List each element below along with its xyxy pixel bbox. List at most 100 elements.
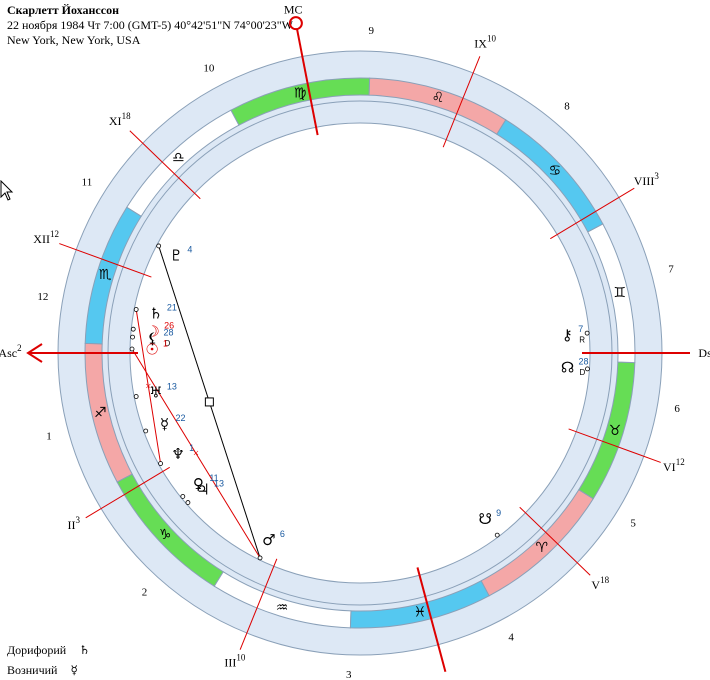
legend-row: Возничий ☿ (7, 660, 90, 680)
venus-icon: ♀ (193, 475, 204, 493)
jupiter-degree: 13 (214, 478, 224, 488)
venus-degree: 11 (209, 473, 218, 483)
inner-circle (129, 122, 591, 584)
aquarius-icon: ♒ (276, 600, 289, 616)
planet-marker (584, 330, 590, 336)
mercury-degree: 22 (176, 413, 186, 423)
planet-marker (257, 555, 263, 561)
house-cusp-II (85, 466, 170, 519)
legend-label: Возничий (7, 663, 58, 677)
sagittarius-icon: ♐ (94, 405, 107, 421)
house-cusp-XI (129, 130, 201, 200)
planet-marker (133, 307, 139, 312)
cusp-label-VIII: VIII3 (634, 171, 660, 188)
sun-degree: 1 (163, 338, 168, 348)
cusp-label-XII: XII12 (33, 229, 59, 246)
gemini-icon: ♊ (613, 285, 626, 301)
axis-label-Dsc: Dsc2 (698, 343, 710, 360)
neptune-degree: 1 (189, 443, 194, 453)
neptune-icon: ♆ (171, 445, 184, 463)
house-cusp-VI (568, 428, 661, 463)
square-aspect-icon (204, 397, 214, 407)
chiron-degree: 7 (578, 324, 583, 334)
cusp-label-VI: VI12 (663, 457, 685, 474)
mercury-icon: ☿ (70, 663, 78, 677)
taurus-icon: ♉ (609, 423, 622, 439)
house-number: 8 (564, 100, 570, 112)
capricorn-icon: ♑ (159, 527, 172, 543)
planet-marker (185, 500, 191, 505)
house-cusp-III (239, 558, 278, 650)
virgo-icon: ♍ (294, 85, 307, 101)
saturn-degree: 21 (167, 302, 177, 312)
moon-degree: 26 (164, 320, 174, 330)
house-number: 5 (630, 518, 636, 530)
house-number: 7 (668, 264, 674, 276)
house-cusp-V (519, 506, 591, 576)
mars-degree: 6 (280, 529, 285, 539)
pisces-icon: ♓ (414, 605, 427, 621)
cancer-icon: ♋ (549, 163, 562, 179)
uranus-degree: 13 (167, 382, 177, 392)
sun-icon: ☉ (145, 340, 158, 358)
asc-arrow-icon (26, 343, 43, 363)
house-number: 2 (142, 586, 148, 598)
planet-marker (156, 243, 162, 249)
planet-marker (130, 334, 135, 340)
lilith-degree: 28 (164, 327, 174, 337)
scorpio-icon: ♏ (99, 267, 112, 283)
axis-IC (416, 567, 447, 673)
legend-label: Дорифорий (7, 643, 67, 657)
node-south-icon: ☋ (479, 510, 492, 528)
planet-marker (180, 494, 186, 499)
house-number: 12 (37, 291, 48, 303)
planet-marker (133, 394, 139, 399)
chiron-motion-flag: R (579, 335, 585, 344)
aspect-line-semisextile (135, 309, 162, 464)
axis-label-Asc: Asc2 (0, 343, 22, 360)
leo-icon: ♌ (432, 90, 445, 106)
planet-marker (158, 461, 163, 466)
chart-info: Скарлетт Йоханссон 22 ноября 1984 Чт 7:0… (7, 3, 293, 48)
cusp-label-II: II3 (67, 515, 80, 532)
stars-legend: Дорифорий ♄ Возничий ☿ (7, 640, 90, 680)
chiron-icon: ⚷ (562, 326, 573, 344)
pluto-degree: 4 (187, 244, 192, 254)
birth-place: New York, New York, USA (7, 33, 141, 47)
saturn-icon: ♄ (79, 643, 90, 657)
node-south-degree: 9 (496, 508, 501, 518)
node-north-motion-flag: D (579, 368, 585, 377)
node-north-degree: 28 (578, 357, 588, 367)
cusp-label-IX: IX10 (474, 33, 496, 50)
mc-circle-icon (288, 16, 303, 31)
house-cusp-IX (442, 56, 481, 148)
house-number: 1 (46, 430, 52, 442)
axis-MC (296, 28, 319, 136)
house-number: 6 (674, 403, 680, 415)
house-number: 3 (346, 669, 352, 680)
libra-icon: ♎ (172, 150, 185, 166)
lilith-icon: ⚸ (147, 329, 158, 347)
planet-marker (129, 346, 135, 352)
person-name: Скарлетт Йоханссон (7, 3, 119, 17)
mercury-icon: ☿ (160, 415, 169, 433)
axis-label-MC: MC (284, 2, 303, 16)
pluto-icon: ♇ (170, 246, 183, 264)
planet-marker (143, 428, 149, 434)
mouse-cursor-icon (0, 180, 14, 201)
house-number: 9 (368, 25, 374, 37)
mars-icon: ♂ (262, 531, 275, 549)
jupiter-icon: ♃ (196, 480, 209, 498)
cusp-label-III: III10 (224, 653, 246, 670)
planet-marker (585, 366, 590, 372)
cusp-label-XI: XI18 (109, 111, 131, 128)
lilith-motion-flag: D (165, 339, 171, 348)
birth-date-line: 22 ноября 1984 Чт 7:00 (GMT-5) 40°42'51"… (7, 18, 293, 32)
legend-row: Дорифорий ♄ (7, 640, 90, 660)
house-number: 10 (203, 63, 215, 75)
aries-icon: ♈ (535, 540, 548, 556)
house-number: 4 (508, 631, 514, 643)
saturn-icon: ♄ (149, 304, 162, 322)
aspect-glyph-icon: × (145, 381, 151, 393)
